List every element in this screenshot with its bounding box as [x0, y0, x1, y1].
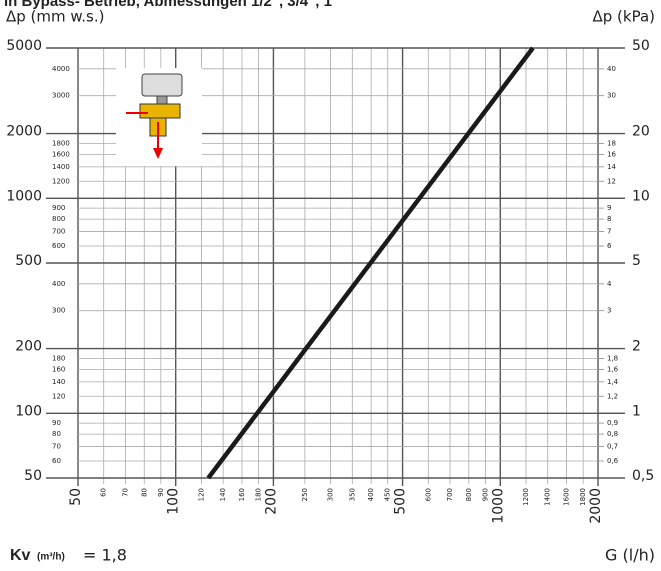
x-tick-label: 200 — [263, 488, 279, 515]
valve-body — [140, 104, 180, 118]
y-tick-label: 2000 — [6, 124, 42, 140]
y-tick-label: 4000 — [52, 65, 70, 73]
y-tick-label: 60 — [52, 457, 61, 465]
y2-tick-label: 0,9 — [607, 419, 618, 427]
y-tick-label: 800 — [52, 215, 65, 223]
y-tick-label: 5000 — [6, 38, 42, 54]
x-tick-label: 180 — [255, 488, 263, 501]
y-tick-label: 700 — [52, 228, 65, 236]
y-tick-label: 1600 — [52, 150, 70, 158]
y2-tick-label: 7 — [607, 228, 611, 236]
y-tick-label: 1200 — [52, 177, 70, 185]
actuator — [142, 74, 182, 96]
x-tick-label: 140 — [219, 488, 227, 501]
x-tick-label: 1400 — [544, 488, 552, 506]
x-tick-label: 400 — [367, 488, 375, 501]
x-tick-label: 50 — [68, 488, 84, 506]
y-tick-label: 1000 — [6, 188, 42, 204]
y2-tick-label: 20 — [632, 124, 650, 140]
valve-icon — [116, 68, 202, 166]
y2-tick-label: 40 — [607, 65, 616, 73]
x-tick-label: 1800 — [579, 488, 587, 506]
stem — [157, 96, 167, 104]
x-tick-label: 1600 — [563, 488, 571, 506]
y-tick-label: 50 — [24, 468, 42, 484]
y-tick-label: 120 — [52, 392, 65, 400]
y-tick-label: 180 — [52, 354, 65, 362]
kv-unit: (m³/h) — [37, 552, 65, 563]
y-tick-label: 70 — [52, 443, 61, 451]
y2-tick-label: 9 — [607, 204, 611, 212]
y2-tick-label: 8 — [607, 215, 611, 223]
y-tick-label: 1800 — [52, 139, 70, 147]
x-tick-label: 160 — [238, 488, 246, 501]
y-tick-label: 400 — [52, 280, 65, 288]
x-tick-label: 800 — [465, 488, 473, 501]
y-tick-label: 600 — [52, 242, 65, 250]
y2-tick-label: 0,7 — [607, 443, 618, 451]
y2-tick-label: 10 — [632, 188, 650, 204]
y2-tick-label: 14 — [607, 163, 616, 171]
y2-tick-label: 0,8 — [607, 430, 618, 438]
y-tick-label: 1400 — [52, 163, 70, 171]
x-tick-label: 120 — [197, 488, 205, 501]
x-tick-label: 250 — [301, 488, 309, 501]
x-tick-label: 90 — [157, 488, 165, 497]
y2-tick-label: 3 — [607, 307, 611, 315]
y-tick-label: 200 — [15, 339, 42, 355]
y2-tick-label: 5 — [632, 253, 641, 269]
y-tick-label: 140 — [52, 378, 65, 386]
y-tick-label: 160 — [52, 365, 65, 373]
x-tick-label: 2000 — [588, 488, 604, 524]
y2-tick-label: 6 — [607, 242, 612, 250]
x-tick-label: 100 — [166, 488, 182, 515]
kv-label: Kv — [10, 547, 31, 564]
x-tick-label: 600 — [424, 488, 432, 501]
y-tick-label: 80 — [52, 430, 61, 438]
y2-tick-label: 30 — [607, 92, 616, 100]
y2-tick-label: 1,8 — [607, 354, 618, 362]
x-tick-label: 350 — [348, 488, 356, 501]
y2-tick-label: 50 — [632, 38, 650, 54]
x-tick-label: 700 — [446, 488, 454, 501]
y2-tick-label: 1 — [632, 403, 641, 419]
x-axis-label: G (l/h) — [605, 546, 655, 565]
y2-tick-label: 12 — [607, 177, 616, 185]
kv-value: = 1,8 — [83, 546, 127, 565]
y-tick-label: 90 — [52, 419, 61, 427]
y2-tick-label: 2 — [632, 339, 641, 355]
x-tick-label: 70 — [121, 488, 129, 497]
y-tick-label: 500 — [15, 253, 42, 269]
y2-tick-label: 1,4 — [607, 378, 619, 386]
y2-tick-label: 1,2 — [607, 392, 618, 400]
y-tick-label: 100 — [15, 403, 42, 419]
x-tick-label: 1200 — [522, 488, 530, 506]
y-tick-label: 300 — [52, 307, 65, 315]
y-tick-label: 3000 — [52, 92, 70, 100]
x-tick-label: 60 — [100, 488, 108, 497]
x-tick-label: 300 — [327, 488, 335, 501]
x-tick-label: 80 — [140, 488, 148, 497]
x-tick-label: 1000 — [490, 488, 506, 524]
y2-tick-label: 1,6 — [607, 365, 619, 373]
x-tick-label: 500 — [393, 488, 409, 515]
y-tick-label: 900 — [52, 204, 65, 212]
y2-tick-label: 0,5 — [632, 468, 654, 484]
y2-tick-label: 0,6 — [607, 457, 619, 465]
y2-tick-label: 4 — [607, 280, 612, 288]
y2-tick-label: 18 — [607, 139, 616, 147]
y-axis-label: Δp (mm w.s.) — [6, 8, 105, 26]
y2-axis-label: Δp (kPa) — [592, 8, 655, 26]
x-tick-label: 450 — [384, 488, 392, 501]
chart: in Bypass- Betrieb, Abmessungen 1/2", 3/… — [0, 0, 661, 571]
x-tick-label: 900 — [481, 488, 489, 501]
y2-tick-label: 16 — [607, 150, 616, 158]
